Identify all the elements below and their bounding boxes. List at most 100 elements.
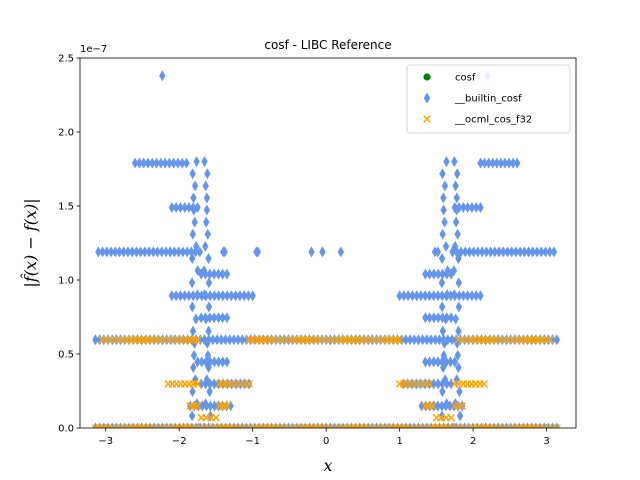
diamond-point [215,268,222,280]
diamond-point [189,386,196,398]
diamond-point [432,334,439,346]
diamond-point [150,246,157,258]
diamond-point [448,334,456,346]
diamond-point [232,290,239,302]
diamond-point [529,246,537,258]
axes: −3 −2 −1 0 1 2 3 0.0 0.5 1.0 1.5 2.0 2.5 [58,54,577,447]
diamond-point [189,228,197,240]
diamond-point [179,246,187,258]
diamond-point [223,356,231,368]
diamond-point [451,289,458,301]
diamond-point [236,290,244,302]
x-point [480,379,489,388]
diamond-point [228,290,235,302]
diamond-point [495,246,503,258]
diamond-point [194,265,201,277]
diamond-point [553,334,561,346]
diamond-point [455,301,462,313]
diamond-point [140,157,147,169]
diamond-point [426,268,433,280]
diamond-point [430,290,437,302]
diamond-point [542,246,549,258]
diamond-point [441,180,449,192]
diamond-point [452,216,460,228]
x-tick-label: 1 [396,436,402,447]
diamond-point [440,204,447,216]
diamond-point [396,290,403,302]
data-points [91,70,561,428]
diamond-point [168,201,176,213]
diamond-point [204,337,211,349]
diamond-point [536,334,544,346]
diamond-point [144,157,152,169]
diamond-point [501,157,509,169]
plot-frame [79,57,577,429]
diamond-point [210,268,218,280]
diamond-point [413,290,420,302]
diamond-point [196,246,203,258]
legend-label: cosf [455,73,476,84]
diamond-point [421,290,429,302]
diamond-point [215,290,222,302]
diamond-point [210,312,218,324]
y-axis-label: |f̂(x) − f(x)| [21,198,40,287]
diamond-point [223,290,231,302]
diamond-point [213,334,221,346]
diamond-point [161,157,169,169]
diamond-point [470,246,477,258]
diamond-point [404,290,412,302]
x-tick-label: 3 [543,436,549,447]
diamond-point [206,268,214,280]
diamond-point [451,240,459,252]
diamond-point [205,277,213,289]
y-offset-label: 1e−7 [80,44,107,55]
diamond-point [221,246,228,258]
diamond-point [198,378,205,390]
diamond-point [460,290,467,302]
diamond-point [444,265,451,277]
diamond-point [181,201,188,213]
x-point [212,413,220,422]
diamond-point [157,157,165,169]
legend: cosf __builtin_cosf __ocml_cos_f32 [406,64,571,134]
diamond-point [337,246,345,258]
diamond-point [201,156,208,168]
diamond-point [468,201,476,213]
legend-label: __ocml_cos_f32 [454,115,532,126]
diamond-point [100,334,108,346]
diamond-point [440,349,448,361]
diamond-point [415,334,422,346]
diamond-point [454,168,461,180]
diamond-point [435,268,442,280]
diamond-point [423,334,431,346]
diamond-point [218,334,225,346]
diamond-point [520,334,527,346]
diamond-point [202,180,209,192]
diamond-point [205,301,213,313]
diamond-point [509,157,517,169]
x-point [245,379,253,388]
diamond-point [149,157,156,169]
diamond-point [464,290,471,302]
diamond-point [474,246,482,258]
diamond-point [189,325,197,337]
diamond-point [174,157,182,169]
diamond-point [223,268,231,280]
diamond-point [215,312,222,324]
diamond-point [441,216,448,228]
diamond-point [171,246,178,258]
diamond-point [487,246,494,258]
diamond-point [170,157,177,169]
diamond-point [456,386,463,398]
diamond-point [493,157,501,169]
diamond-point [203,204,211,216]
diamond-point [406,334,414,346]
diamond-point [137,246,144,258]
diamond-point [402,334,410,346]
diamond-point [185,201,193,213]
diamond-point [191,180,199,192]
diamond-point [441,374,449,386]
diamond-point [183,157,190,169]
x-point [193,402,202,410]
diamond-point [141,246,149,258]
